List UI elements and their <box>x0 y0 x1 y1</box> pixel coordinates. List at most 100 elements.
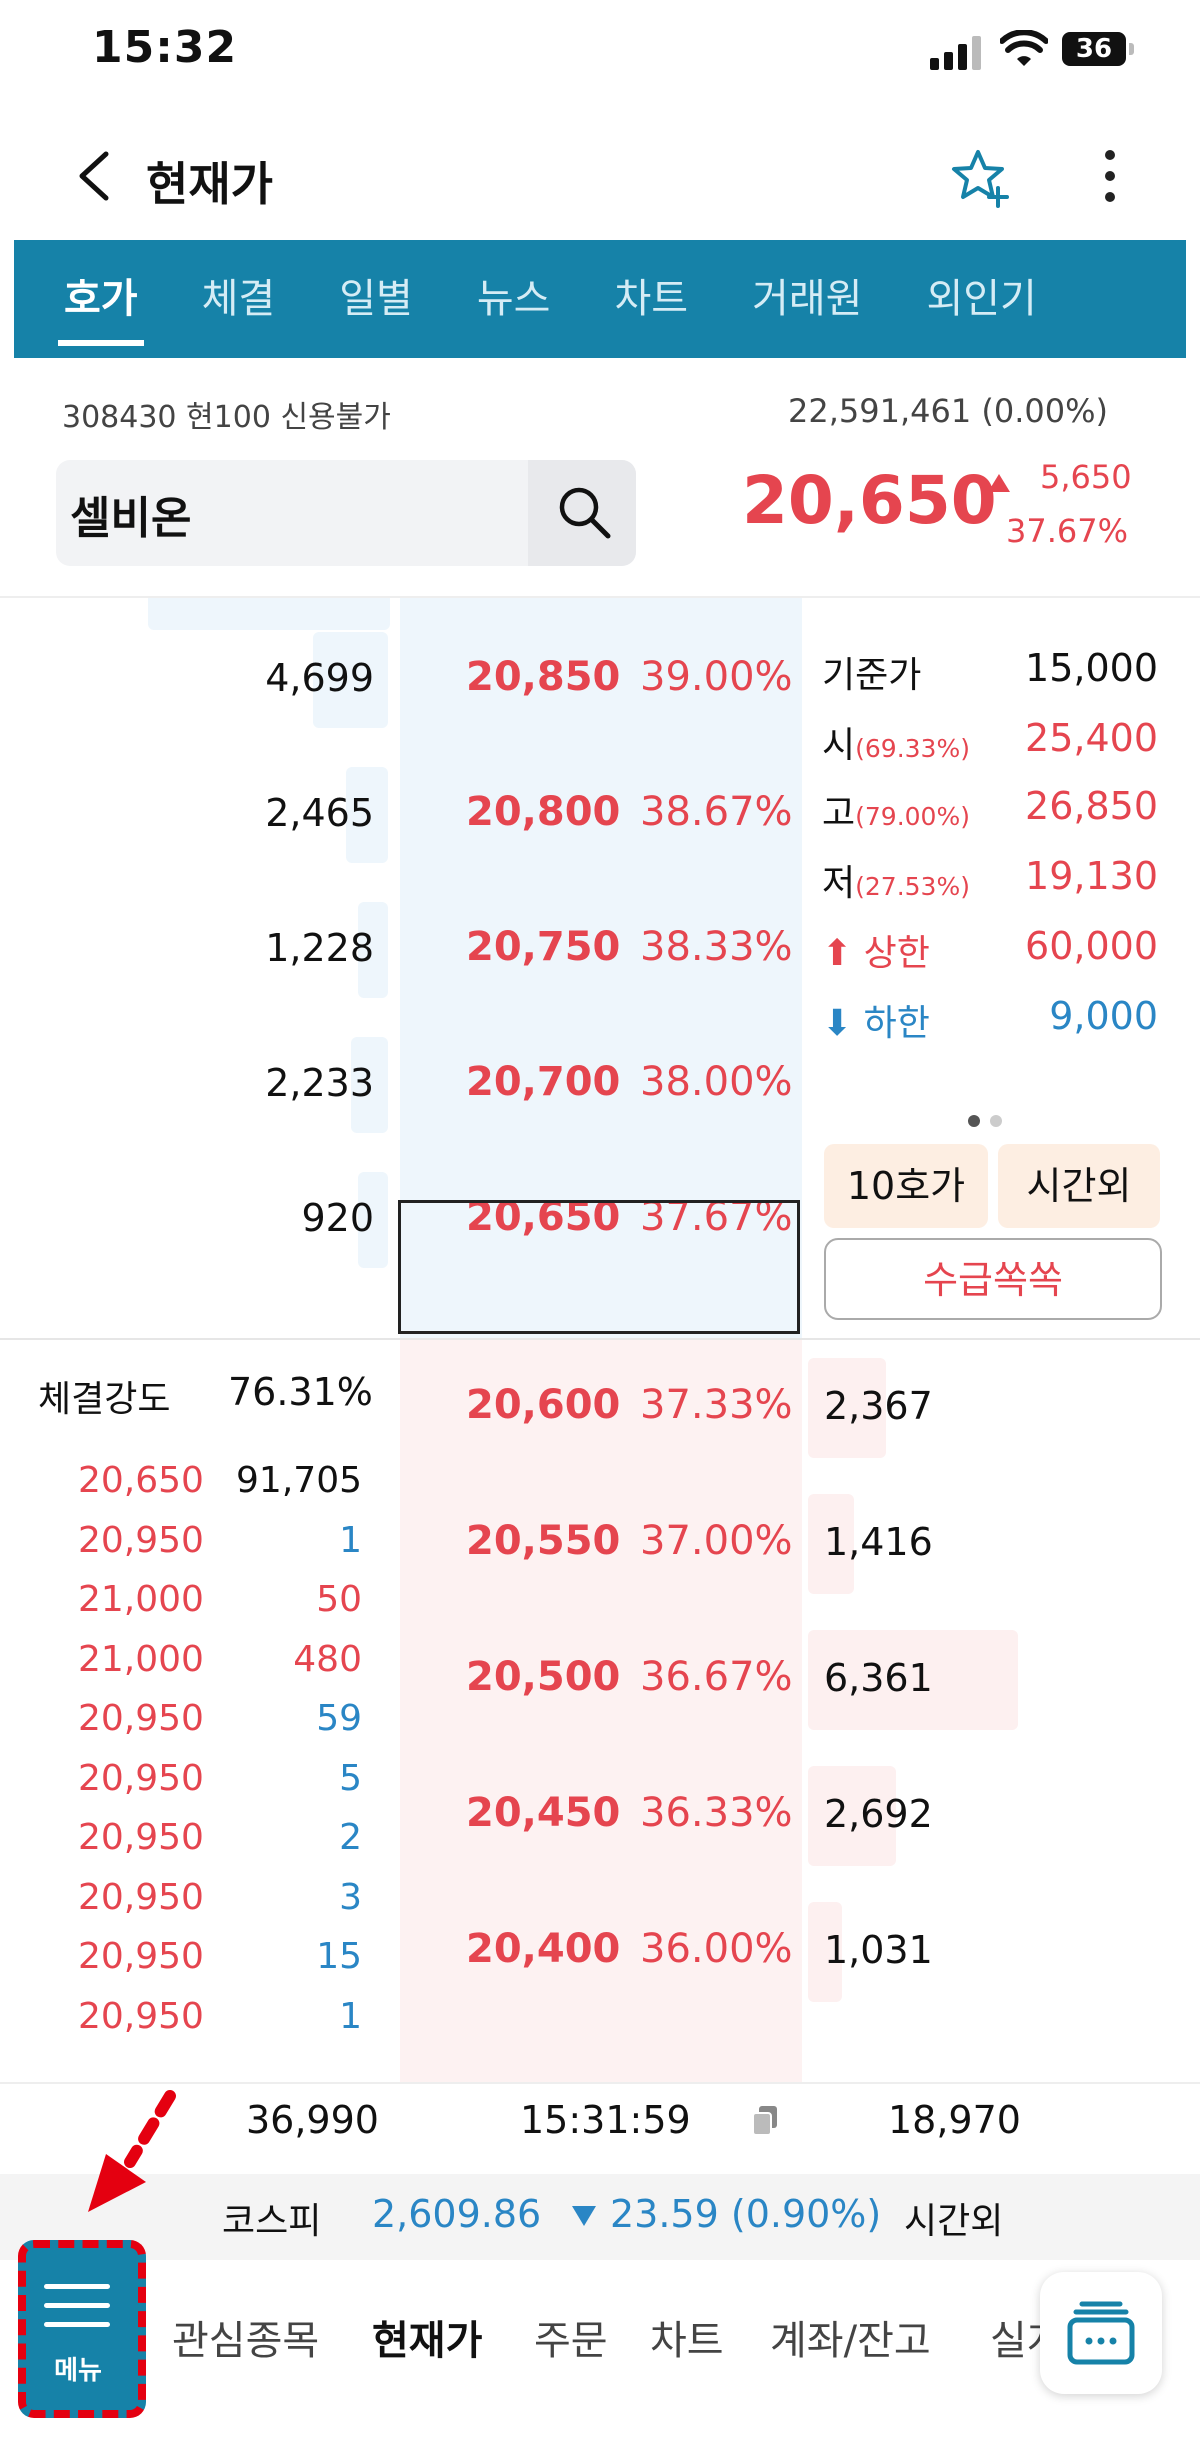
index-ticker[interactable] <box>0 2174 1200 2260</box>
tick-price: 20,950 <box>78 1817 204 1858</box>
open-price-value: 25,400 <box>1025 716 1158 760</box>
total-bid-volume: 18,970 <box>888 2098 1021 2142</box>
kospi-label: 코스피 <box>222 2201 322 2242</box>
nav-account-balance[interactable]: 계좌/잔고 <box>770 2318 931 2364</box>
search-button[interactable] <box>528 460 636 566</box>
battery-icon: 36 <box>1062 32 1134 66</box>
orderbook-time: 15:31:59 <box>520 2098 691 2142</box>
kospi-value: 2,609.86 <box>372 2192 542 2236</box>
ask-volume: 1,228 <box>265 925 374 970</box>
stock-code-line: 308430 현100 신용불가 <box>62 400 391 435</box>
high-pct: (79.00%) <box>855 802 970 831</box>
tab-chart[interactable]: 차트 <box>614 276 689 322</box>
bid-volume-bar <box>808 1630 1018 1730</box>
tick-price: 20,950 <box>78 1876 204 1918</box>
tick-price: 21,000 <box>78 1579 204 1620</box>
orderbook-summary <box>0 2082 1200 2174</box>
price-up-icon <box>988 474 1010 492</box>
favorite-star-add-icon[interactable] <box>950 146 1014 210</box>
high-price-label: 고(79.00%) <box>822 784 970 836</box>
bid-volume-bar <box>808 1494 855 1594</box>
tick-price: 21,000 <box>78 1638 204 1680</box>
bid-price[interactable]: 20,450 <box>466 1790 621 1836</box>
current-price-highlight <box>398 1200 800 1334</box>
menu-button[interactable] <box>18 2240 146 2418</box>
kospi-session-label: 시간외 <box>904 2201 1004 2242</box>
bid-price[interactable]: 20,600 <box>466 1382 621 1428</box>
bid-volume: 1,031 <box>824 1928 933 1972</box>
low-pct: (27.53%) <box>855 872 970 901</box>
ask-price[interactable]: 20,700 <box>466 1058 621 1105</box>
after-hours-button[interactable]: 시간외 <box>998 1144 1160 1228</box>
high-price-value: 26,850 <box>1025 784 1158 828</box>
search-icon[interactable] <box>556 484 612 540</box>
ask-bid-divider <box>0 1338 1200 1340</box>
price-change: 5,650 <box>1040 458 1132 496</box>
tick-price: 20,950 <box>78 1698 204 1739</box>
nav-watchlist[interactable]: 관심종목 <box>172 2318 320 2364</box>
status-bar <box>0 0 1200 110</box>
signal-icon <box>930 36 984 70</box>
ask-percent: 38.67% <box>640 788 793 835</box>
ask-volume-bar <box>358 901 388 998</box>
base-price-value: 15,000 <box>1025 646 1158 690</box>
ask-price[interactable]: 20,800 <box>466 788 621 835</box>
supply-demand-button[interactable]: 수급쏙쏙 <box>824 1238 1162 1320</box>
nav-current-price[interactable]: 현재가 <box>372 2318 483 2364</box>
index-down-icon <box>572 2206 596 2226</box>
ask-volume: 2,233 <box>265 1060 374 1105</box>
low-price-label: 저(27.53%) <box>822 854 970 906</box>
ask-price-column <box>400 598 802 1338</box>
bid-price[interactable]: 20,500 <box>466 1654 621 1700</box>
bid-price[interactable]: 20,550 <box>466 1518 621 1564</box>
bid-volume-bar <box>808 1358 886 1458</box>
ask-price[interactable]: 20,750 <box>466 923 621 970</box>
ask-price[interactable]: 20,850 <box>466 653 621 700</box>
lower-limit-label: ⬇ 하한 <box>822 994 930 1046</box>
copy-icon[interactable] <box>750 2104 780 2138</box>
back-arrow-icon[interactable] <box>72 150 116 202</box>
low-label: 저 <box>822 863 856 904</box>
tick-volume: 91,705 <box>236 1460 362 1501</box>
bottom-nav-items: 관심종목 현재가 주문 차트 계좌/잔고 실계 <box>150 2290 1050 2380</box>
tab-foreign[interactable]: 외인기 <box>926 276 1037 322</box>
status-time: 15:32 <box>92 22 238 73</box>
tab-bar: 호가 체결 일별 뉴스 차트 거래원 외인기 <box>14 240 1186 358</box>
nav-chart[interactable]: 차트 <box>650 2318 724 2364</box>
wallet-icon <box>1067 2301 1135 2365</box>
upper-limit-value: 60,000 <box>1025 924 1158 968</box>
tab-daily[interactable]: 일별 <box>339 276 413 322</box>
low-price-value: 19,130 <box>1025 854 1158 898</box>
bid-volume: 1,416 <box>824 1520 933 1564</box>
bid-volume: 2,692 <box>824 1792 933 1836</box>
bottom-navigation <box>0 2260 1200 2437</box>
tab-orderbook[interactable]: 호가 <box>58 240 144 358</box>
tab-news[interactable]: 뉴스 <box>476 276 551 322</box>
tick-volume: 3 <box>339 1876 362 1918</box>
tick-volume: 1 <box>339 1995 362 2037</box>
nav-order[interactable]: 주문 <box>534 2318 608 2364</box>
stock-name[interactable]: 셀비온 <box>70 493 192 544</box>
menu-label: 메뉴 <box>54 2356 102 2386</box>
ask-percent: 39.00% <box>640 653 793 700</box>
tick-volume: 59 <box>316 1698 362 1739</box>
lower-label: 하한 <box>863 1003 930 1044</box>
open-pct: (69.33%) <box>855 734 970 763</box>
tab-brokers[interactable]: 거래원 <box>752 276 863 322</box>
bid-price[interactable]: 20,400 <box>466 1926 621 1972</box>
wallet-button[interactable] <box>1040 2272 1162 2394</box>
ten-level-button[interactable]: 10호가 <box>824 1144 988 1228</box>
bid-percent: 36.33% <box>640 1790 793 1836</box>
bid-percent: 37.00% <box>640 1518 793 1564</box>
ask-volume: 4,699 <box>265 655 374 700</box>
page-title: 현재가 <box>146 157 273 211</box>
bid-price-column <box>400 1338 802 2082</box>
strength-value: 76.31% <box>228 1370 373 1414</box>
tab-trades[interactable]: 체결 <box>201 276 276 322</box>
ask-volume: 2,465 <box>265 790 374 835</box>
header: 현재가 <box>0 110 1200 240</box>
upper-label: 상한 <box>863 933 930 974</box>
open-label: 시 <box>822 725 856 766</box>
more-options-icon[interactable] <box>1096 150 1124 208</box>
tick-price: 20,650 <box>78 1460 204 1501</box>
